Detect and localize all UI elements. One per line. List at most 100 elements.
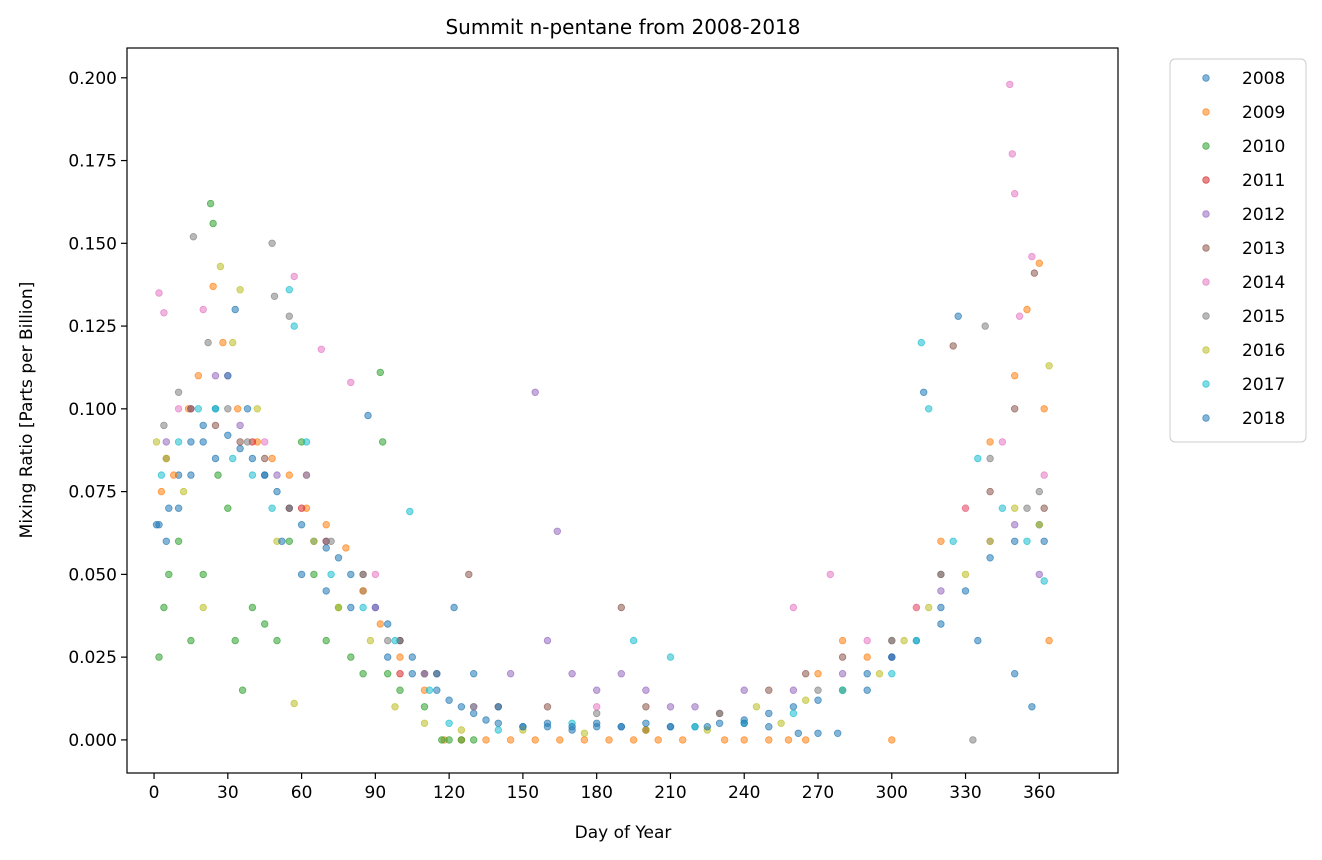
data-point [174,438,183,446]
data-point [406,507,414,516]
data-point [253,405,261,413]
data-point [925,405,933,413]
data-point [155,653,163,661]
data-point [1040,471,1048,479]
data-point [214,471,222,479]
data-point [327,570,335,579]
data-point [420,719,429,727]
data-point [189,232,198,241]
data-point [1030,269,1039,277]
y-tick-label: 0.150 [68,234,117,254]
legend-label: 2015 [1242,307,1285,327]
data-point [160,603,168,612]
legend-label: 2011 [1242,171,1285,191]
data-point [642,719,650,727]
data-point [1028,703,1036,711]
data-point [209,219,217,228]
data-point [470,670,478,678]
data-point [187,471,195,479]
data-point [802,736,810,744]
data-point [568,670,576,678]
data-point [342,544,350,552]
data-point [482,736,490,744]
data-point [209,282,217,291]
legend-label: 2014 [1242,273,1285,293]
data-point [1011,405,1019,413]
y-tick-label: 0.125 [68,317,117,337]
data-point [194,372,202,380]
x-tick-label: 240 [728,783,760,803]
data-point [433,670,441,678]
data-point [986,537,994,545]
data-point [1045,636,1053,645]
data-point [157,471,166,479]
data-point [420,703,429,711]
data-point [1040,577,1048,585]
data-point [629,636,638,645]
data-point [457,726,466,734]
data-point [593,703,601,711]
data-point [470,736,478,744]
data-point [838,686,847,694]
data-point [268,504,276,512]
data-point [302,471,311,479]
data-point [789,703,798,711]
legend-label: 2018 [1242,409,1285,429]
data-point [888,736,896,744]
data-point [290,322,298,330]
data-point [789,603,798,612]
data-point [243,405,252,413]
data-point [765,709,773,718]
data-point [937,570,945,579]
data-point [347,378,355,387]
data-point [1011,504,1019,512]
data-point [160,309,168,317]
data-point [187,438,195,446]
data-point [1045,362,1053,370]
data-point [998,438,1007,446]
data-point [327,537,335,545]
data-point [211,372,220,380]
data-point [986,554,994,562]
legend-label: 2009 [1242,103,1285,123]
data-point [165,570,173,579]
data-point [863,636,871,645]
data-point [765,736,773,744]
data-point [297,504,306,512]
data-point [666,703,675,711]
data-point [228,454,237,463]
data-point [974,636,982,645]
data-point [334,554,343,562]
data-point [273,636,281,645]
data-point [740,736,748,744]
data-point [720,736,729,744]
legend-label: 2013 [1242,239,1285,259]
data-point [937,587,945,595]
data-point [285,504,293,512]
data-point [814,729,822,737]
data-point [974,454,982,463]
data-point [556,736,564,744]
data-point [543,636,552,645]
data-point [211,421,220,430]
data-point [285,537,293,545]
data-point [396,686,404,694]
data-point [290,272,298,281]
data-point [438,736,446,744]
data-point [789,686,798,694]
data-point [376,368,384,377]
data-point [715,719,724,727]
data-point [165,504,173,512]
data-point [364,411,372,420]
data-point [285,471,293,479]
data-point [157,487,166,496]
data-point [1011,372,1019,380]
x-tick-label: 150 [507,783,539,803]
data-point [396,670,404,678]
data-point [384,653,392,661]
data-point [420,670,429,678]
legend-label: 2017 [1242,375,1285,395]
data-point [519,723,527,731]
data-point [1040,504,1048,512]
data-point [174,537,183,545]
